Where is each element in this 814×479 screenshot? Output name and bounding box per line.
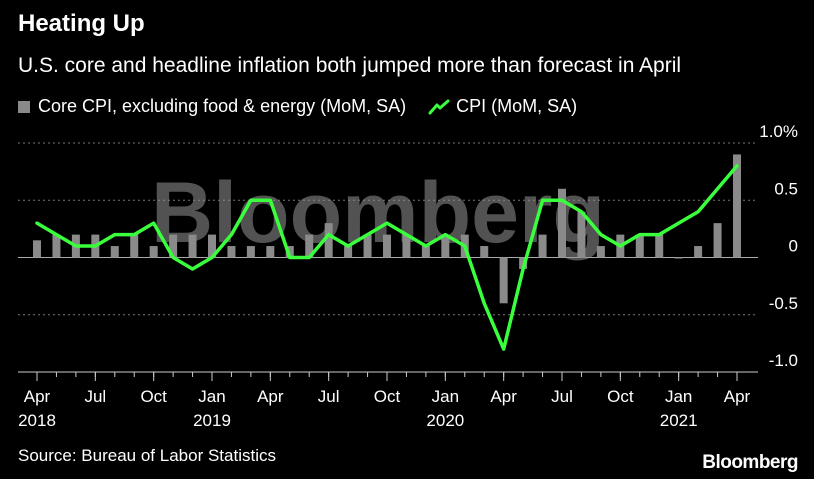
y-tick-label: 0.5 [774,179,798,198]
x-tick-year-label: 2020 [426,411,464,430]
x-tick-month-label: Apr [257,387,284,406]
core-cpi-bar [383,234,391,258]
cpi-legend-label: CPI (MoM, SA) [456,96,578,116]
core-cpi-bar [324,223,333,258]
core-cpi-bar [52,234,61,258]
core-cpi-bar [421,246,430,258]
core-cpi-bar [577,211,586,258]
core-cpi-bar [149,246,158,258]
cpi-series-line [35,164,739,351]
chart-title: Heating Up [18,10,145,37]
x-tick-month-label: Apr [24,387,51,406]
core-cpi-bar [499,257,508,304]
x-tick-month-label: Oct [140,387,167,406]
chart-legend: Core CPI, excluding food & energy (MoM, … [18,96,577,117]
x-tick-month-label: Apr [490,387,517,406]
x-tick-month-label: Apr [724,387,751,406]
bloomberg-logo: Bloomberg [702,452,798,473]
x-tick-year-label: 2019 [193,411,231,430]
core-cpi-bar [558,188,566,258]
x-tick-month-label: Oct [607,387,634,406]
x-tick-month-label: Oct [374,387,401,406]
core-cpi-bar [33,240,41,258]
x-tick-month-label: Jan [665,387,692,406]
core-cpi-bar [480,246,489,258]
chart-subtitle: U.S. core and headline inflation both ju… [18,54,682,77]
core-cpi-legend-label: Core CPI, excluding food & energy (MoM, … [38,96,407,116]
core-cpi-bar [110,246,119,258]
core-cpi-bar [402,234,411,258]
x-tick-month-label: Jul [84,387,106,406]
cpi-legend-line-icon [428,99,450,114]
core-cpi-bar [227,246,236,258]
core-cpi-bar [441,234,450,258]
core-cpi-bar [674,257,683,259]
core-cpi-bar [713,223,722,258]
core-cpi-bar [266,246,275,258]
core-cpi-bar [596,246,605,258]
core-cpi-bar [538,234,547,258]
y-tick-label: -1.0 [769,351,798,370]
x-tick-year-label: 2018 [18,411,56,430]
core-cpi-bar [130,234,139,258]
source-note: Source: Bureau of Labor Statistics [18,446,276,465]
core-cpi-bar [694,246,703,258]
core-cpi-bar [635,234,644,258]
x-tick-month-label: Jan [432,387,459,406]
x-tick-year-label: 2021 [660,411,698,430]
core-cpi-bar [344,246,353,258]
core-cpi-bar [208,234,216,258]
core-cpi-legend-swatch [18,100,30,113]
core-cpi-bar [363,234,372,258]
core-cpi-bar [305,234,314,258]
y-tick-label: -0.5 [769,294,798,313]
x-tick-month-label: Jul [318,387,340,406]
core-cpi-bar [285,246,294,258]
x-tick-month-label: Jul [551,387,573,406]
core-cpi-bar [246,246,255,258]
x-tick-month-label: Jan [198,387,225,406]
core-cpi-bar [733,154,741,258]
y-tick-label: 0 [789,237,798,256]
core-cpi-bar [188,234,197,258]
core-cpi-bar [655,234,664,258]
core-cpi-bar [169,234,178,258]
y-tick-label: 1.0% [759,122,798,141]
